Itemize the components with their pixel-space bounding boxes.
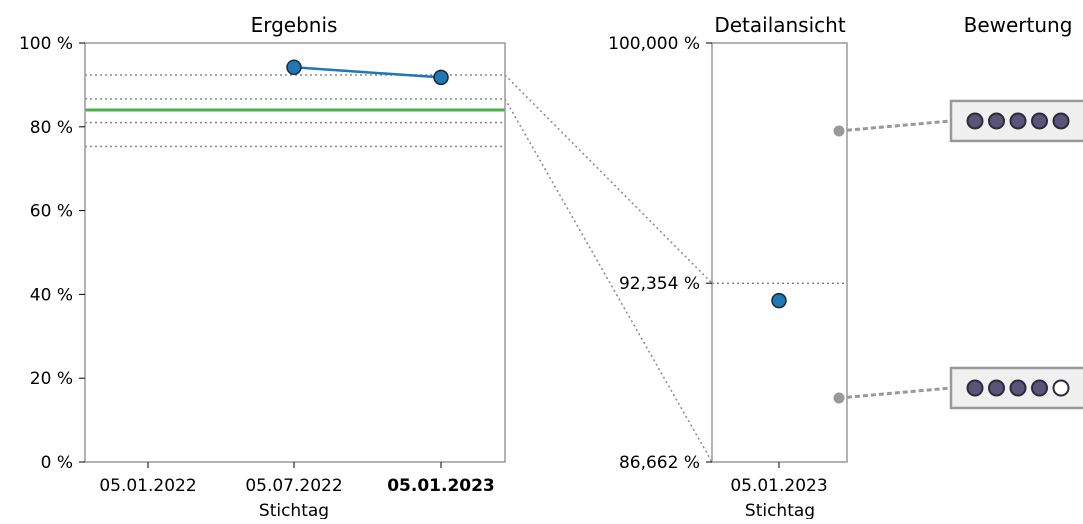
main-plot-frame <box>85 43 505 462</box>
main-data-point <box>287 60 301 74</box>
detail-x-tick-label: 05.01.2023 <box>730 476 827 496</box>
main-y-axis: 0 % 20 % 40 % 60 % 80 % 100 % <box>19 34 85 473</box>
rating-dot-filled <box>968 380 983 395</box>
rating-connector <box>839 121 951 131</box>
main-x-tick-label: 05.01.2023 <box>387 476 495 496</box>
main-y-tick-label: 60 % <box>30 202 73 222</box>
rating-dot-filled <box>1011 380 1026 395</box>
rating-anchor-dot <box>834 125 845 136</box>
main-y-tick-label: 40 % <box>30 285 73 305</box>
detail-y-tick-label: 100,000 % <box>608 34 700 54</box>
main-x-axis-label: Stichtag <box>259 501 329 519</box>
rating-dot-filled <box>989 380 1004 395</box>
rating-dot-filled <box>1054 113 1069 128</box>
rating-dot-filled <box>1011 113 1026 128</box>
main-data-point <box>434 70 448 84</box>
rating-dot-filled <box>1032 380 1047 395</box>
detail-chart: Detailansicht 86,662 %92,354 %100,000 % … <box>608 13 847 519</box>
detail-plot-frame <box>712 43 847 462</box>
detail-series <box>772 294 786 308</box>
rating-panel: Bewertung <box>834 13 1083 408</box>
main-x-tick-label: 05.07.2022 <box>245 476 342 496</box>
detail-y-tick-label: 92,354 % <box>619 274 700 294</box>
main-y-tick-label: 100 % <box>19 34 73 54</box>
detail-x-axis-label: Stichtag <box>745 501 815 519</box>
main-series-line <box>294 67 441 77</box>
main-x-axis: 05.01.2022 05.07.2022 05.01.2023 <box>99 462 494 496</box>
rating-connector <box>839 388 951 398</box>
main-y-tick-label: 80 % <box>30 118 73 138</box>
rating-dot-filled <box>989 113 1004 128</box>
detail-y-tick-label: 86,662 % <box>619 453 700 473</box>
rating-panel-title: Bewertung <box>964 13 1073 37</box>
zoom-connector-top <box>505 75 712 283</box>
main-series <box>287 60 448 84</box>
rating-dot-filled <box>1032 113 1047 128</box>
detail-x-axis: 05.01.2023 <box>730 462 827 496</box>
main-chart-title: Ergebnis <box>251 13 338 37</box>
rating-anchor-dot <box>834 392 845 403</box>
detail-y-axis: 86,662 % 92,354 % 100,000 % <box>608 34 712 473</box>
zoom-connectors <box>505 75 712 462</box>
main-chart: Ergebnis 0 % 20 % 40 % 60 % 80 % 100 % 05.01.… <box>19 13 505 519</box>
rating-items <box>834 101 1083 408</box>
main-x-tick-label: 05.01.2022 <box>99 476 196 496</box>
rating-dot-empty <box>1054 380 1069 395</box>
main-y-tick-label: 20 % <box>30 369 73 389</box>
detail-chart-title: Detailansicht <box>714 13 845 37</box>
detail-data-point <box>772 294 786 308</box>
rating-dot-filled <box>968 113 983 128</box>
main-y-tick-label: 0 % <box>41 453 73 473</box>
